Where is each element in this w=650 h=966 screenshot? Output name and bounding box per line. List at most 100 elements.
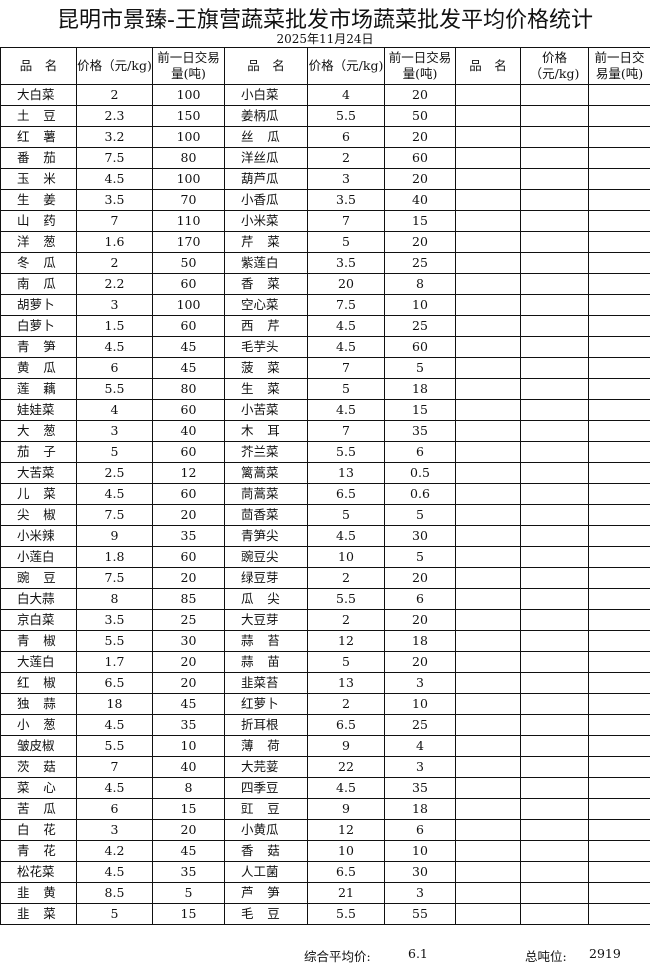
- cell-name: 独蒜: [0, 693, 77, 715]
- cell-name: 毛豆: [224, 903, 308, 925]
- table-row: 大葱 3 40 木耳 7 35: [0, 420, 650, 442]
- cell-price: 2: [307, 693, 385, 715]
- cell-volume: [588, 609, 650, 631]
- cell-price: 4.5: [307, 399, 385, 421]
- cell-volume: 25: [384, 252, 456, 274]
- cell-volume: [588, 819, 650, 841]
- cell-name: [455, 462, 521, 484]
- cell-price: [520, 735, 589, 757]
- header-price: 价格（元/kg): [520, 47, 589, 85]
- cell-volume: [588, 147, 650, 169]
- cell-name: [455, 357, 521, 379]
- cell-price: 7.5: [76, 504, 153, 526]
- cell-name: 南瓜: [0, 273, 77, 295]
- cell-price: 7: [307, 210, 385, 232]
- cell-price: [520, 693, 589, 715]
- cell-volume: [588, 315, 650, 337]
- cell-price: [520, 420, 589, 442]
- cell-volume: 20: [384, 231, 456, 253]
- cell-price: 4: [76, 399, 153, 421]
- cell-name: [455, 168, 521, 190]
- cell-volume: 10: [384, 294, 456, 316]
- header-name: 品 名: [0, 47, 77, 85]
- cell-volume: 12: [152, 462, 225, 484]
- cell-volume: 20: [152, 672, 225, 694]
- cell-price: 4.5: [76, 483, 153, 505]
- cell-name: 青笋: [0, 336, 77, 358]
- cell-name: 姜柄瓜: [224, 105, 308, 127]
- cell-volume: 0.6: [384, 483, 456, 505]
- cell-volume: [588, 420, 650, 442]
- cell-name: [455, 294, 521, 316]
- cell-price: [520, 441, 589, 463]
- cell-price: [520, 378, 589, 400]
- cell-price: 7: [307, 357, 385, 379]
- table-row: 尖椒 7.5 20 茴香菜 5 5: [0, 504, 650, 526]
- cell-name: 绿豆芽: [224, 567, 308, 589]
- cell-volume: [588, 231, 650, 253]
- cell-volume: [588, 861, 650, 883]
- cell-price: 3: [307, 168, 385, 190]
- cell-price: [520, 210, 589, 232]
- cell-volume: 18: [384, 378, 456, 400]
- cell-price: [520, 105, 589, 127]
- cell-price: [520, 882, 589, 904]
- cell-name: [455, 504, 521, 526]
- cell-price: [520, 651, 589, 673]
- cell-volume: 45: [152, 840, 225, 862]
- cell-price: 4.5: [76, 861, 153, 883]
- cell-name: [455, 861, 521, 883]
- table-row: 大白菜 2 100 小白菜 4 20: [0, 84, 650, 106]
- cell-volume: 10: [152, 735, 225, 757]
- cell-price: 2: [307, 147, 385, 169]
- cell-volume: 8: [152, 777, 225, 799]
- cell-volume: 30: [384, 525, 456, 547]
- cell-volume: [588, 588, 650, 610]
- cell-name: [455, 399, 521, 421]
- cell-volume: 100: [152, 294, 225, 316]
- cell-name: 小苦菜: [224, 399, 308, 421]
- cell-price: [520, 252, 589, 274]
- cell-volume: [588, 168, 650, 190]
- cell-name: 小米辣: [0, 525, 77, 547]
- cell-volume: [588, 882, 650, 904]
- cell-volume: 20: [152, 819, 225, 841]
- header-volume: 前一日交易量(吨): [588, 47, 650, 85]
- cell-volume: [588, 189, 650, 211]
- cell-price: [520, 189, 589, 211]
- cell-price: [520, 357, 589, 379]
- cell-name: 茼蒿菜: [224, 483, 308, 505]
- cell-price: 6.5: [307, 483, 385, 505]
- cell-volume: [588, 756, 650, 778]
- cell-price: 4.5: [307, 777, 385, 799]
- cell-volume: 35: [152, 714, 225, 736]
- cell-price: 13: [307, 672, 385, 694]
- cell-price: 4.2: [76, 840, 153, 862]
- cell-volume: 45: [152, 336, 225, 358]
- cell-volume: [588, 672, 650, 694]
- cell-volume: [588, 777, 650, 799]
- cell-name: [455, 903, 521, 925]
- table-row: 白大蒜 8 85 瓜尖 5.5 6: [0, 588, 650, 610]
- cell-name: 尖椒: [0, 504, 77, 526]
- cell-name: 豇豆: [224, 798, 308, 820]
- header-volume: 前一日交易量(吨): [152, 47, 225, 85]
- cell-name: 空心菜: [224, 294, 308, 316]
- cell-volume: 20: [384, 567, 456, 589]
- cell-name: [455, 756, 521, 778]
- cell-price: [520, 861, 589, 883]
- cell-volume: 85: [152, 588, 225, 610]
- cell-name: 木耳: [224, 420, 308, 442]
- cell-price: 4: [307, 84, 385, 106]
- cell-name: [455, 420, 521, 442]
- cell-name: 胡萝卜: [0, 294, 77, 316]
- cell-price: 6.5: [307, 714, 385, 736]
- cell-volume: [588, 126, 650, 148]
- cell-name: [455, 672, 521, 694]
- cell-volume: [588, 504, 650, 526]
- cell-price: 3.5: [76, 189, 153, 211]
- cell-price: [520, 126, 589, 148]
- table-row: 黄瓜 6 45 菠菜 7 5: [0, 357, 650, 379]
- cell-volume: 35: [152, 525, 225, 547]
- cell-volume: 15: [384, 210, 456, 232]
